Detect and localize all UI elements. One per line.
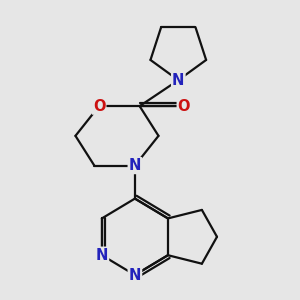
Text: O: O [178, 99, 190, 114]
Text: N: N [172, 73, 184, 88]
Text: O: O [93, 99, 105, 114]
Text: N: N [129, 158, 141, 173]
Text: N: N [96, 248, 108, 263]
Text: N: N [129, 268, 141, 283]
